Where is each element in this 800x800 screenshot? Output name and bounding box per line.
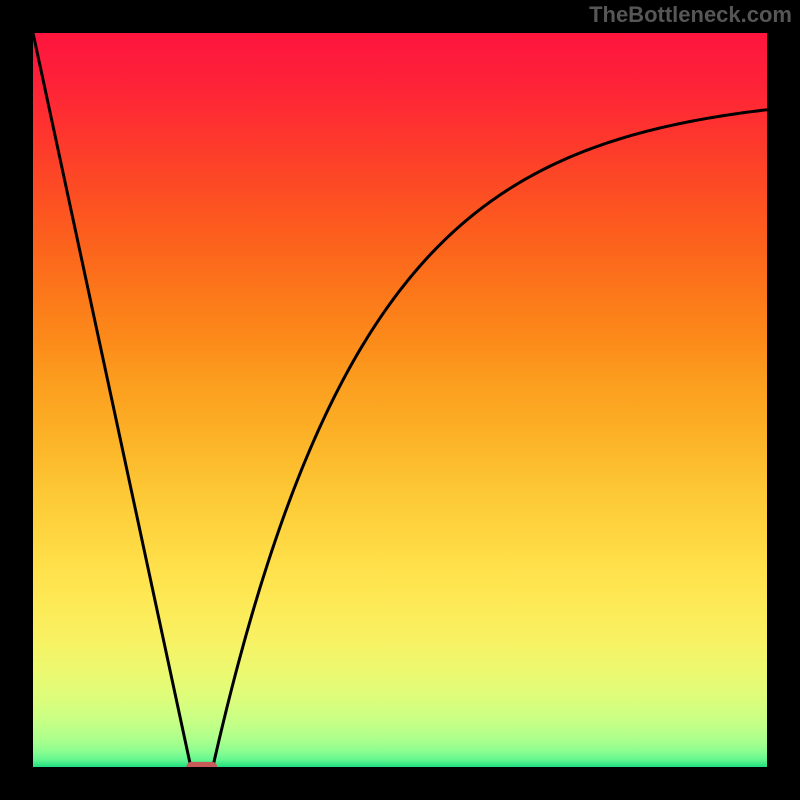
- dip-marker: [186, 762, 217, 767]
- attribution-label: TheBottleneck.com: [589, 2, 792, 28]
- plot-svg: [33, 33, 767, 767]
- plot-area: [33, 33, 767, 767]
- plot-background: [33, 33, 767, 767]
- chart-root: TheBottleneck.com: [0, 0, 800, 800]
